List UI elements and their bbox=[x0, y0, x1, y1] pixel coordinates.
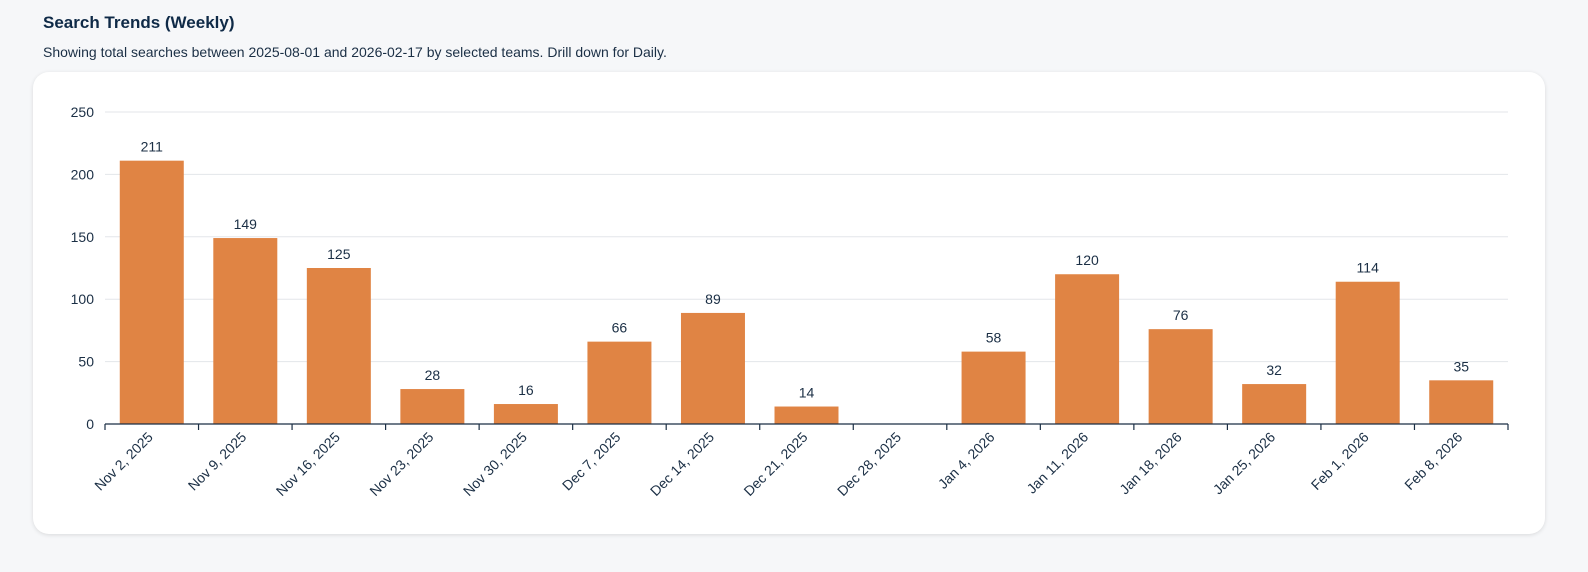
bar[interactable] bbox=[774, 406, 839, 424]
bar[interactable] bbox=[961, 351, 1026, 424]
y-tick-label: 50 bbox=[78, 354, 94, 370]
bar[interactable] bbox=[119, 160, 184, 424]
data-label: 14 bbox=[799, 385, 815, 401]
bar[interactable] bbox=[213, 238, 278, 424]
chart-subtitle: Showing total searches between 2025-08-0… bbox=[43, 44, 667, 60]
data-label: 120 bbox=[1075, 252, 1099, 268]
data-label: 114 bbox=[1357, 260, 1380, 276]
x-tick-label: Nov 9, 2025 bbox=[185, 429, 250, 494]
data-label: 35 bbox=[1453, 358, 1469, 374]
data-label: 58 bbox=[986, 330, 1002, 346]
data-label: 125 bbox=[327, 246, 351, 262]
data-label: 16 bbox=[518, 382, 534, 398]
x-tick-label: Nov 30, 2025 bbox=[460, 429, 530, 499]
y-tick-label: 100 bbox=[71, 291, 95, 307]
y-tick-label: 150 bbox=[71, 229, 95, 245]
x-tick-label: Jan 11, 2026 bbox=[1023, 429, 1091, 497]
y-tick-label: 200 bbox=[71, 166, 95, 182]
y-tick-label: 250 bbox=[71, 104, 95, 120]
bar[interactable] bbox=[1335, 281, 1400, 424]
bar[interactable] bbox=[306, 268, 371, 424]
bars bbox=[119, 160, 1494, 424]
bar[interactable] bbox=[1055, 274, 1120, 424]
bar[interactable] bbox=[1429, 380, 1494, 424]
data-label: 89 bbox=[705, 291, 721, 307]
bar[interactable] bbox=[587, 341, 652, 424]
x-tick-label: Dec 14, 2025 bbox=[647, 429, 717, 499]
x-tick-label: Dec 21, 2025 bbox=[740, 429, 810, 499]
x-tick-label: Dec 28, 2025 bbox=[834, 429, 904, 499]
bar[interactable] bbox=[1242, 384, 1307, 424]
bar[interactable] bbox=[680, 312, 745, 424]
data-label: 32 bbox=[1266, 362, 1282, 378]
x-tick-label: Jan 4, 2026 bbox=[935, 429, 998, 492]
x-tick-label: Nov 23, 2025 bbox=[366, 429, 436, 499]
chart-title: Search Trends (Weekly) bbox=[43, 13, 235, 32]
data-label: 211 bbox=[141, 139, 164, 155]
x-tick-label: Nov 16, 2025 bbox=[273, 429, 343, 499]
x-tick-label: Dec 7, 2025 bbox=[559, 429, 624, 494]
y-axis: 0 50 100 150 200 250 bbox=[71, 104, 95, 432]
bar[interactable] bbox=[1148, 329, 1213, 424]
chart-card bbox=[33, 72, 1545, 534]
x-tick-label: Jan 25, 2026 bbox=[1210, 429, 1279, 498]
y-tick-label: 0 bbox=[86, 416, 94, 432]
bar[interactable] bbox=[493, 404, 558, 424]
x-tick-label: Nov 2, 2025 bbox=[91, 429, 156, 494]
x-tick-label: Feb 8, 2026 bbox=[1401, 429, 1465, 493]
x-axis: Nov 2, 2025 Nov 9, 2025 Nov 16, 2025 Nov 23… bbox=[91, 423, 1509, 499]
x-tick-label: Feb 1, 2026 bbox=[1308, 429, 1372, 493]
data-label: 28 bbox=[425, 367, 441, 383]
bar[interactable] bbox=[400, 389, 465, 424]
value-labels: 211 149 125 28 16 66 89 14 58 120 76 32 114 35 bbox=[141, 139, 1470, 401]
data-label: 149 bbox=[234, 216, 258, 232]
data-label: 76 bbox=[1173, 307, 1189, 323]
x-tick-label: Jan 18, 2026 bbox=[1116, 429, 1185, 498]
data-label: 66 bbox=[612, 320, 628, 336]
